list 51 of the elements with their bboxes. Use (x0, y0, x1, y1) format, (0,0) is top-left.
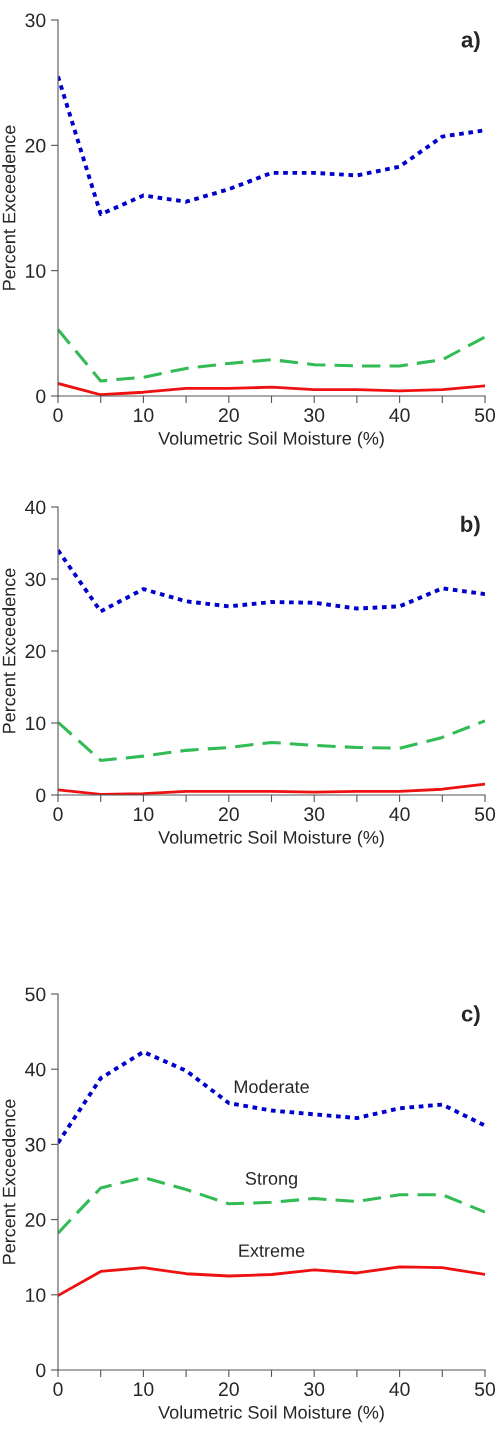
y-tick-label: 30 (25, 13, 46, 28)
series-label: Extreme (239, 1244, 305, 1258)
y-tick-label: 10 (26, 264, 46, 278)
x-tick-label: 30 (304, 807, 325, 822)
x-tick-label: 10 (134, 1382, 154, 1397)
y-axis-title: Percent Exceedence (2, 568, 16, 733)
y-tick-label: 40 (25, 1062, 46, 1077)
line-series (58, 1265, 485, 1297)
x-tick-label: 0 (53, 408, 63, 423)
x-tick-label: 40 (389, 1382, 410, 1397)
y-tick-label: 0 (36, 389, 46, 404)
y-tick-label: 10 (26, 716, 46, 731)
series-label: Moderate (234, 1079, 309, 1094)
line-series (58, 719, 485, 762)
y-tick-label: 20 (25, 138, 46, 153)
y-axis-title: Percent Exceedence (2, 125, 16, 290)
x-tick-label: 10 (134, 408, 154, 423)
x-tick-label: 50 (474, 1382, 496, 1397)
y-tick-label: 30 (25, 1137, 46, 1152)
x-tick-label: 20 (218, 408, 239, 423)
x-axis-title: Volumetric Soil Moisture (%) (158, 1405, 384, 1423)
x-tick-label: 50 (474, 807, 496, 822)
y-tick-label: 0 (36, 1363, 46, 1378)
line-series (58, 74, 485, 217)
line-series (58, 548, 485, 614)
y-tick-label: 10 (26, 1288, 46, 1303)
line-series (58, 1049, 485, 1145)
y-axis-title: Percent Exceedence (2, 1099, 16, 1264)
x-tick-label: 30 (304, 408, 325, 423)
x-tick-label: 0 (53, 1382, 63, 1397)
x-tick-label: 40 (389, 807, 410, 822)
x-tick-label: 50 (474, 408, 496, 423)
y-tick-label: 50 (25, 987, 46, 1002)
x-tick-label: 20 (218, 1382, 239, 1397)
y-tick-label: 20 (25, 644, 46, 659)
series-label: Strong (245, 1172, 297, 1189)
y-tick-label: 30 (25, 572, 46, 587)
chart-title: a) (461, 31, 480, 52)
x-tick-label: 30 (304, 1382, 325, 1397)
chart-title: b) (461, 515, 480, 537)
y-tick-label: 40 (25, 500, 46, 515)
x-axis-title: Volumetric Soil Moisture (%) (158, 830, 384, 848)
x-axis-title: Volumetric Soil Moisture (%) (158, 431, 384, 449)
y-tick-label: 20 (25, 1213, 46, 1227)
x-tick-label: 10 (134, 807, 154, 822)
x-tick-label: 20 (218, 807, 239, 822)
line-series (58, 328, 485, 383)
x-tick-label: 0 (53, 807, 63, 822)
chart-title: c) (461, 1005, 480, 1026)
y-tick-label: 0 (36, 788, 46, 803)
x-tick-label: 40 (389, 408, 410, 423)
